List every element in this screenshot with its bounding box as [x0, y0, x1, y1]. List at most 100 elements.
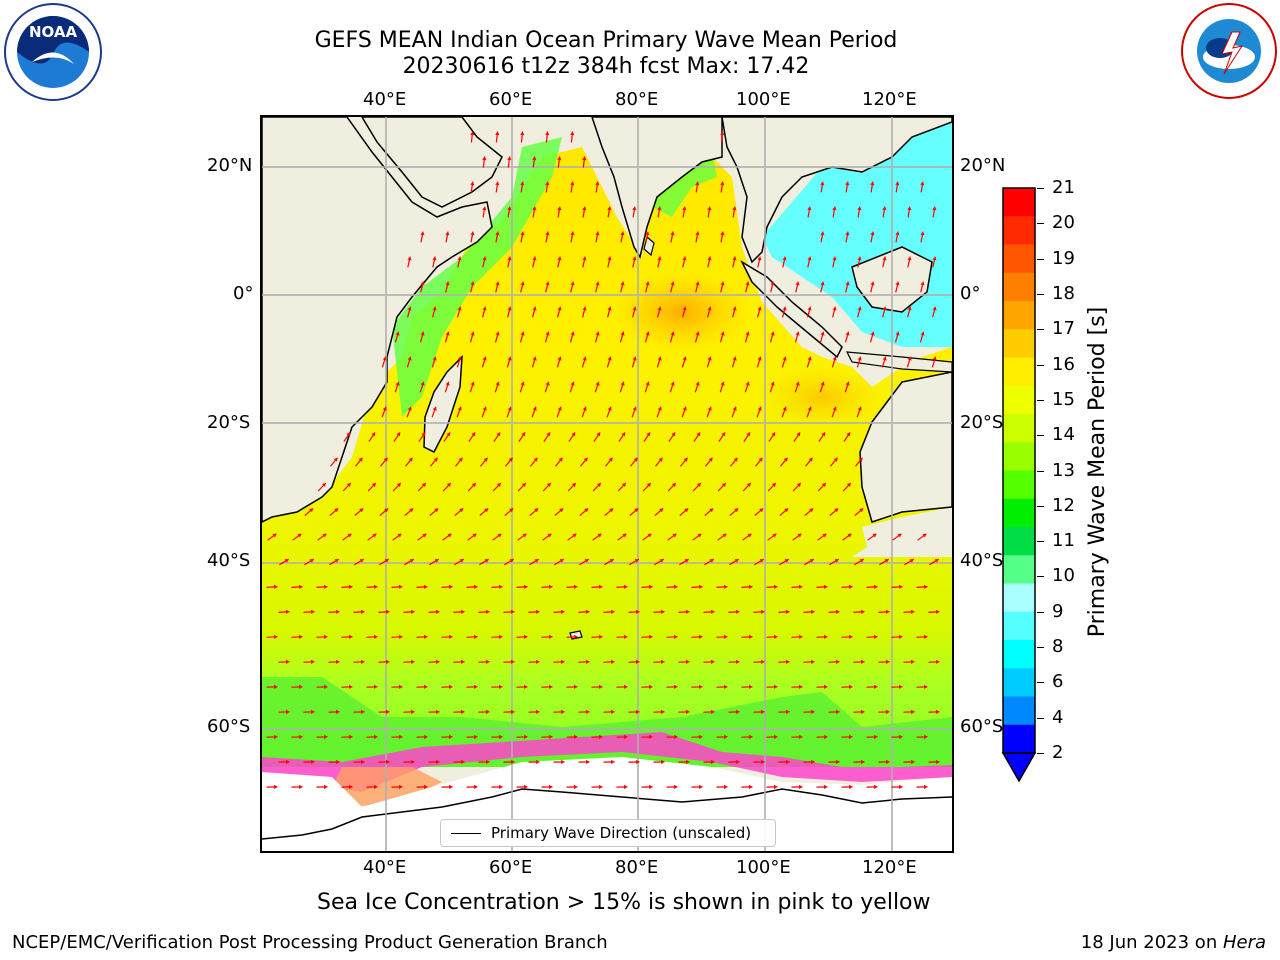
wave-arrow-head	[499, 684, 503, 689]
wave-arrow-head	[720, 381, 725, 386]
wave-arrow-head	[832, 306, 837, 311]
wave-arrow-head	[471, 432, 476, 437]
wave-arrow-head	[799, 684, 803, 689]
wave-arrow-head	[732, 406, 737, 411]
wave-arrow-head	[574, 684, 578, 689]
wave-arrow-head	[495, 331, 500, 336]
colorbar-segment	[1003, 724, 1035, 754]
wave-arrow-head	[584, 508, 589, 513]
wave-arrow-head	[408, 457, 413, 462]
wave-arrow-head	[895, 181, 900, 186]
wave-arrow-head	[899, 784, 903, 790]
wave-arrow-head	[461, 759, 465, 765]
wave-arrow-head	[924, 684, 928, 689]
wave-arrow-head	[311, 759, 315, 765]
wave-arrow-head	[470, 181, 475, 186]
lat-tick-right-20s: 20°S	[960, 412, 1004, 433]
wave-arrow-head	[899, 634, 903, 639]
wave-arrow-head	[732, 356, 737, 361]
wave-arrow-head	[907, 206, 912, 211]
wave-arrow-head	[932, 256, 937, 261]
wave-arrow-head	[673, 584, 678, 589]
wave-arrow-head	[696, 483, 701, 487]
wave-arrow-head	[322, 533, 327, 538]
wave-arrow-head	[524, 684, 528, 689]
wave-arrow-head	[607, 356, 612, 361]
wave-arrow-head	[547, 533, 552, 538]
wave-arrow-head	[886, 709, 890, 715]
wave-arrow-head	[524, 734, 528, 740]
wave-arrow-head	[511, 709, 515, 715]
lon-tick-bottom-120e: 120°E	[862, 857, 917, 878]
wave-arrow-head	[761, 709, 765, 715]
colorbar-tick-mark	[1037, 717, 1044, 719]
lat-tick-right-60s: 60°S	[960, 716, 1004, 737]
wave-arrow-head	[734, 508, 739, 513]
lon-tick-bottom-80e: 80°E	[615, 857, 659, 878]
colorbar-segment	[1003, 527, 1035, 556]
colorbar-tick-label: 10	[1052, 565, 1075, 587]
wave-arrow-head	[434, 559, 439, 563]
wave-arrow-head	[671, 483, 676, 487]
wave-arrow-head	[620, 331, 625, 336]
wave-arrow-head	[461, 609, 465, 614]
wave-arrow-head	[682, 356, 687, 361]
legend-line-swatch	[451, 833, 481, 834]
wave-arrow-head	[609, 559, 614, 563]
wave-arrow-head	[848, 584, 853, 589]
wave-arrow-head	[473, 584, 478, 589]
wave-arrow-head	[349, 784, 353, 790]
wave-arrow-head	[495, 131, 500, 136]
wave-arrow-head	[599, 734, 603, 740]
wave-arrow-head	[274, 734, 278, 740]
wave-arrow-head	[732, 206, 737, 211]
wave-arrow-head	[474, 734, 478, 740]
wave-arrow-head	[723, 584, 728, 589]
wave-arrow-head	[774, 734, 778, 740]
wave-arrow-head	[508, 457, 513, 462]
land-africa	[262, 117, 493, 523]
wave-arrow-head	[707, 306, 712, 311]
wave-arrow-head	[446, 483, 451, 487]
wave-arrow-head	[695, 281, 700, 286]
wave-arrow-head	[299, 784, 303, 790]
land-kerguelen	[569, 630, 583, 640]
wave-arrow-head	[807, 306, 812, 311]
colorbar-tick-label: 12	[1052, 494, 1075, 516]
wave-arrow-head	[361, 709, 365, 715]
colorbar-segment	[1003, 640, 1035, 669]
wave-arrow-head	[557, 306, 562, 311]
wave-arrow-head	[286, 709, 290, 715]
wave-arrow-head	[807, 206, 812, 211]
wave-arrow-head	[709, 508, 714, 513]
colorbar-segment	[1003, 470, 1035, 500]
noaa-text: NOAA	[29, 23, 78, 41]
lat-tick-left-60s: 60°S	[207, 716, 251, 737]
wave-arrow-head	[699, 784, 703, 790]
land-indochina	[721, 117, 952, 264]
wave-arrow-head	[545, 281, 550, 286]
wave-arrow-head	[699, 634, 703, 639]
wave-arrow-head	[874, 784, 878, 790]
wave-arrow-head	[698, 584, 703, 589]
wave-arrow-head	[632, 406, 637, 411]
wave-arrow-head	[820, 281, 825, 286]
wave-arrow-head	[836, 609, 840, 614]
wave-arrow-head	[457, 306, 462, 311]
wave-arrow-head	[672, 533, 677, 538]
wave-arrow-head	[407, 406, 412, 411]
wave-arrow-head	[523, 584, 528, 589]
wave-arrow-head	[657, 406, 662, 411]
colorbar-tick-mark	[1037, 470, 1044, 472]
wave-arrow-head	[683, 457, 688, 462]
wave-arrow-head	[421, 432, 426, 437]
wave-arrow-head	[807, 406, 812, 411]
wave-arrow-head	[583, 457, 588, 462]
wave-arrow-head	[811, 709, 815, 715]
wave-arrow-head	[272, 533, 277, 538]
colorbar-segment	[1003, 611, 1035, 641]
wave-arrow-head	[849, 734, 853, 740]
wave-arrow-head	[570, 281, 575, 286]
wave-arrow-head	[449, 684, 453, 689]
wave-arrow-head	[745, 281, 750, 286]
